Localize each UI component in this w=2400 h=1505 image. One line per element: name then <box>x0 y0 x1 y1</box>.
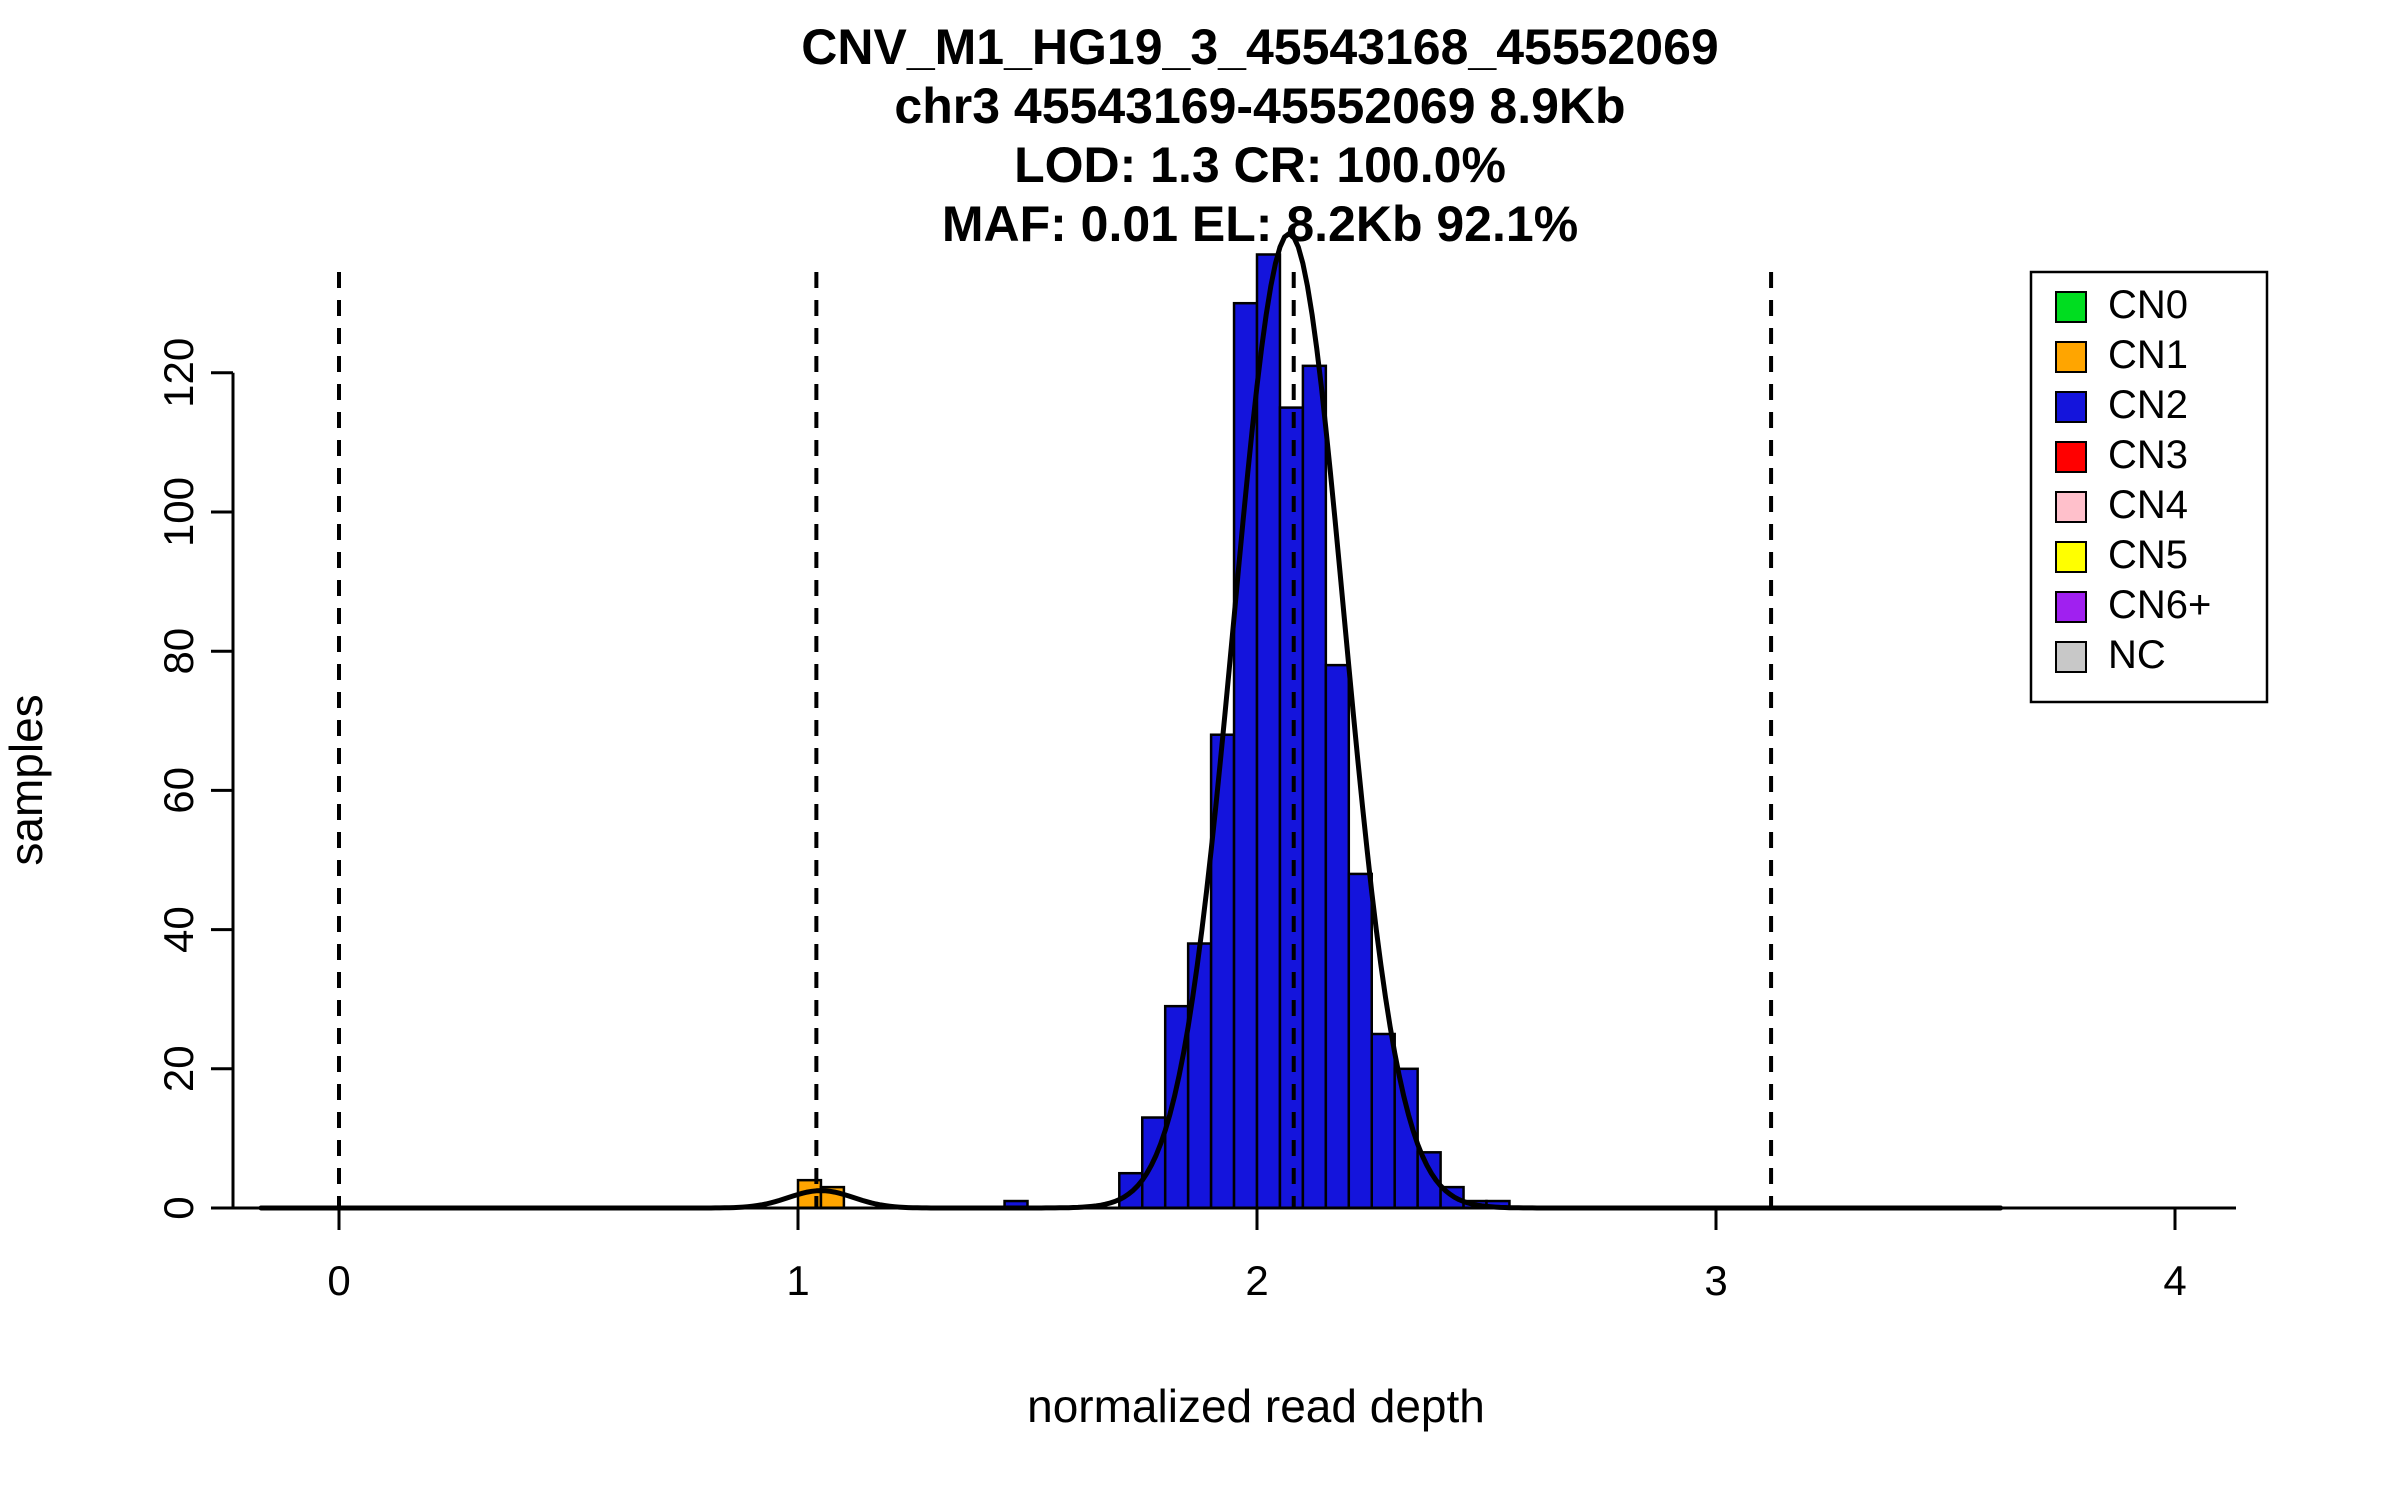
legend-swatch-cn5 <box>2055 541 2087 573</box>
title-line-4: MAF: 0.01 EL: 8.2Kb 92.1% <box>942 196 1578 252</box>
histogram-bars <box>796 253 1511 1210</box>
y-tick-label: 60 <box>155 767 202 814</box>
y-tick-label: 100 <box>155 477 202 547</box>
y-axis: 0 20 40 60 80 100 120 <box>155 338 235 1220</box>
y-tick-label: 80 <box>155 628 202 675</box>
x-axis: 0 1 2 3 4 <box>233 1206 2236 1304</box>
legend-item-label: CN1 <box>2108 333 2188 377</box>
title-line-3: LOD: 1.3 CR: 100.0% <box>1014 137 1506 193</box>
title-line-2: chr3 45543169-45552069 8.9Kb <box>894 78 1625 134</box>
x-tick-label: 0 <box>327 1257 350 1304</box>
title-line-1: CNV_M1_HG19_3_45543168_45552069 <box>801 19 1718 75</box>
y-axis-label: samples <box>0 694 52 865</box>
legend-swatch-cn6plus <box>2055 591 2087 623</box>
legend-swatch-cn2 <box>2055 391 2087 423</box>
y-tick-label: 0 <box>155 1196 202 1219</box>
histogram-bar <box>1255 253 1282 1210</box>
density-curve-line <box>258 231 2004 1211</box>
expected-cn-gridlines <box>337 272 1774 1208</box>
legend-swatch-nc <box>2055 641 2087 673</box>
legend-item-label: NC <box>2108 633 2166 677</box>
legend-item-label: CN2 <box>2108 383 2188 427</box>
histogram-bar <box>1324 663 1351 1210</box>
x-axis-label: normalized read depth <box>1027 1380 1485 1432</box>
histogram-bar <box>1347 872 1374 1210</box>
histogram-bar <box>1301 364 1328 1210</box>
legend-swatch-cn4 <box>2055 491 2087 523</box>
legend-item-label: CN3 <box>2108 433 2188 477</box>
legend-swatch-cn3 <box>2055 441 2087 473</box>
legend-swatch-cn0 <box>2055 291 2087 323</box>
histogram-bar <box>1186 942 1213 1210</box>
density-curve <box>258 231 2004 1211</box>
y-tick-label: 40 <box>155 906 202 953</box>
histogram-bar <box>1370 1032 1396 1210</box>
chart-title: CNV_M1_HG19_3_45543168_45552069 chr3 455… <box>801 19 1718 252</box>
legend-swatch-cn1 <box>2055 341 2087 373</box>
legend-item-label: CN5 <box>2108 533 2188 577</box>
legend-item-label: CN0 <box>2108 283 2188 327</box>
x-tick-label: 3 <box>1704 1257 1727 1304</box>
histogram-bar <box>1278 406 1305 1210</box>
x-tick-label: 4 <box>2163 1257 2186 1304</box>
legend: CN0 CN1 CN2 CN3 CN4 CN5 CN6+ NC <box>2029 270 2269 704</box>
y-tick-label: 120 <box>155 338 202 408</box>
y-tick-label: 20 <box>155 1045 202 1092</box>
legend-item-label: CN6+ <box>2108 583 2211 627</box>
x-tick-label: 1 <box>786 1257 809 1304</box>
legend-item-label: CN4 <box>2108 483 2188 527</box>
x-tick-label: 2 <box>1245 1257 1268 1304</box>
